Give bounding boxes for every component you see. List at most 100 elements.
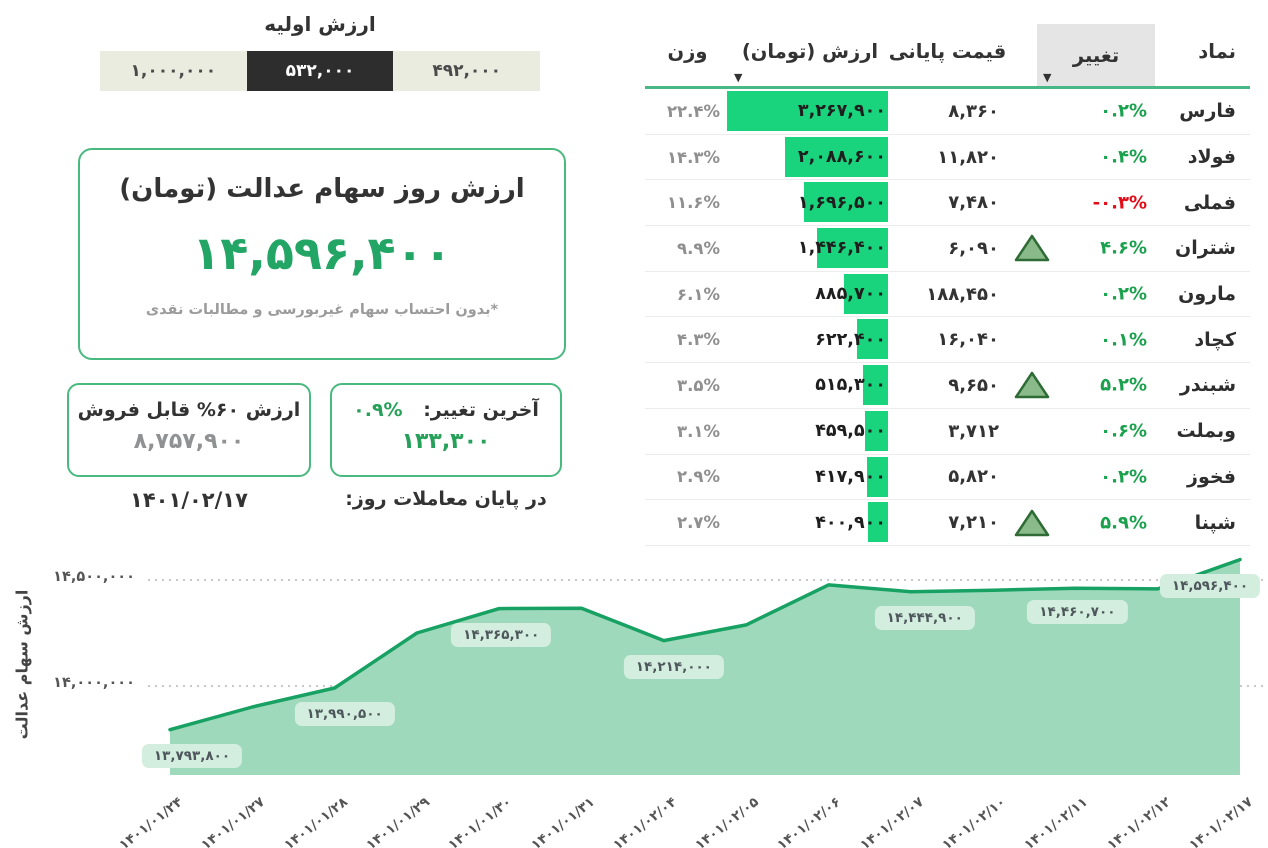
current-value-footnote: *بدون احتساب سهام غیربورسی و مطالبات نقد… [145, 302, 499, 318]
header-change[interactable]: تغییر ▼ [1005, 16, 1155, 86]
table-row: فملی -۰.۳% ۷,۴۸۰ ۱,۶۹۶,۵۰۰ ۱۱.۶% [645, 180, 1250, 227]
big-rise-triangle-icon [1014, 235, 1050, 262]
stock-weight: ۶.۱% [677, 284, 720, 304]
stock-close-price: ۵,۸۲۰ [948, 466, 999, 488]
value-history-chart: ارزش سهام عدالت ۱۴,۵۰۰,۰۰۰ ۱۴,۰۰۰,۰۰۰ ۱۳,۷… [0, 548, 1268, 848]
stock-close-price: ۱۸۸,۴۵۰ [926, 283, 999, 305]
stock-value-cell: ۵۱۵,۳۰۰ [730, 363, 890, 408]
chart-point-label: ۱۴,۳۶۵,۳۰۰ [451, 622, 552, 647]
last-change-percent: ۰.۹% [353, 399, 403, 421]
stock-change-percent: ۰.۲% [1100, 283, 1147, 305]
end-of-day-label: در پایان معاملات روز: [345, 488, 547, 510]
chart-point-label: ۱۴,۴۶۰,۷۰۰ [1027, 600, 1128, 625]
table-row: شبندر ۵.۲% ۹,۶۵۰ ۵۱۵,۳۰۰ ۳.۵% [645, 363, 1250, 409]
stocks-table-rows: فارس ۰.۲% ۸,۳۶۰ ۳,۲۶۷,۹۰۰ ۲۲.۴% فولاد ۰.۴% ۱۱,۸… [645, 89, 1250, 546]
stock-close-price: ۱۱,۸۲۰ [937, 146, 999, 168]
stock-weight: ۴.۳% [677, 330, 720, 350]
sellable-value-amount: ۸,۷۵۷,۹۰۰ [133, 429, 245, 454]
stock-change-percent: ۰.۱% [1100, 329, 1147, 351]
header-value[interactable]: ارزش (تومان) ▼ [734, 39, 879, 84]
last-change-amount: ۱۳۳,۳۰۰ [401, 429, 491, 454]
table-row: شپنا ۵.۹% ۷,۲۱۰ ۴۰۰,۹۰۰ ۲.۷% [645, 500, 1250, 546]
stock-weight: ۲.۷% [677, 513, 720, 533]
stock-close-price: ۱۶,۰۴۰ [937, 329, 999, 351]
header-symbol: نماد [1198, 39, 1236, 63]
chart-point-label: ۱۳,۹۹۰,۵۰۰ [294, 702, 395, 726]
stocks-table-header: نماد تغییر ▼ قیمت پایانی ارزش (تومان) ▼ … [645, 16, 1250, 89]
sellable-value-card: ارزش ۶۰% قابل فروش ۸,۷۵۷,۹۰۰ [67, 383, 311, 477]
value-bar [868, 502, 888, 543]
stock-value-cell: ۱,۶۹۶,۵۰۰ [730, 180, 890, 225]
stock-value-cell: ۴۰۰,۹۰۰ [730, 500, 890, 545]
value-bar [727, 91, 888, 131]
stock-change-percent: ۴.۶% [1100, 237, 1147, 259]
chart-point-label: ۱۴,۲۱۴,۰۰۰ [623, 654, 724, 679]
stock-weight: ۳.۱% [677, 421, 720, 441]
chart-y-tick: ۱۴,۵۰۰,۰۰۰ [53, 569, 135, 585]
stock-value-cell: ۴۱۷,۹۰۰ [730, 455, 890, 500]
sort-descending-icon[interactable]: ▼ [734, 71, 743, 84]
value-bar [863, 365, 888, 406]
stock-change-percent: ۰.۶% [1100, 420, 1147, 442]
stock-change-percent: ۰.۲% [1100, 100, 1147, 122]
table-row: مارون ۰.۲% ۱۸۸,۴۵۰ ۸۸۵,۷۰۰ ۶.۱% [645, 272, 1250, 318]
stock-value: ۳,۲۶۷,۹۰۰ [797, 101, 886, 122]
initial-value-option-2[interactable]: ۴۹۲,۰۰۰ [393, 51, 541, 91]
stock-change-cell: -۰.۳% [1005, 180, 1155, 225]
chart-point-label: ۱۳,۷۹۳,۸۰۰ [141, 743, 243, 768]
stock-weight: ۲.۹% [677, 467, 720, 487]
stock-change-cell: ۰.۴% [1005, 135, 1155, 180]
stock-symbol: مارون [1178, 283, 1236, 306]
stock-value-cell: ۱,۴۴۶,۴۰۰ [730, 226, 890, 271]
stock-close-price: ۷,۲۱۰ [948, 512, 999, 534]
header-close-price: قیمت پایانی [888, 39, 1007, 63]
stock-change-percent: ۵.۹% [1100, 512, 1147, 534]
chart-point-label: ۱۴,۴۴۴,۹۰۰ [874, 605, 975, 630]
stocks-table: نماد تغییر ▼ قیمت پایانی ارزش (تومان) ▼ … [645, 16, 1250, 546]
table-row: فولاد ۰.۴% ۱۱,۸۲۰ ۲,۰۸۸,۶۰۰ ۱۴.۳% [645, 135, 1250, 181]
stock-change-cell: ۴.۶% [1005, 226, 1155, 271]
last-change-line: آخرین تغییر: ۰.۹% [332, 399, 560, 421]
value-bar [865, 410, 888, 451]
stock-value: ۱,۶۹۶,۵۰۰ [797, 192, 886, 213]
initial-value-option-0[interactable]: ۱,۰۰۰,۰۰۰ [100, 51, 247, 91]
sort-descending-icon[interactable]: ▼ [1043, 71, 1052, 84]
stock-weight: ۱۴.۳% [666, 147, 720, 167]
stock-change-percent: -۰.۳% [1092, 192, 1147, 214]
stock-close-price: ۷,۴۸۰ [948, 192, 999, 214]
value-bar [844, 273, 888, 314]
last-change-card: آخرین تغییر: ۰.۹% ۱۳۳,۳۰۰ [330, 383, 562, 477]
stock-value: ۲,۰۸۸,۶۰۰ [797, 147, 886, 168]
stock-symbol: شبندر [1179, 374, 1236, 397]
stock-value: ۵۱۵,۳۰۰ [815, 375, 886, 396]
initial-value-title: ارزش اولیه [264, 12, 376, 36]
current-value-amount: ۱۴,۵۹۶,۴۰۰ [192, 226, 452, 280]
stock-close-price: ۸,۳۶۰ [948, 100, 999, 122]
initial-value-option-1[interactable]: ۵۳۲,۰۰۰ [246, 51, 394, 91]
big-rise-triangle-icon [1014, 509, 1050, 536]
stock-change-percent: ۰.۲% [1100, 466, 1147, 488]
report-date: ۱۴۰۱/۰۲/۱۷ [130, 488, 248, 512]
header-weight: وزن [667, 39, 708, 63]
stock-value: ۶۲۲,۴۰۰ [815, 329, 886, 350]
stock-close-price: ۳,۷۱۲ [948, 420, 999, 442]
table-row: کچاد ۰.۱% ۱۶,۰۴۰ ۶۲۲,۴۰۰ ۴.۳% [645, 317, 1250, 364]
initial-value-segments: ۱,۰۰۰,۰۰۰ ۵۳۲,۰۰۰ ۴۹۲,۰۰۰ [100, 51, 541, 91]
stock-change-cell: ۵.۹% [1005, 500, 1155, 545]
stock-value-cell: ۲,۰۸۸,۶۰۰ [730, 135, 890, 180]
stock-value-cell: ۶۲۲,۴۰۰ [730, 317, 890, 362]
stock-weight: ۲۲.۴% [666, 101, 720, 121]
chart-point-label: ۱۴,۵۹۶,۴۰۰ [1159, 573, 1261, 598]
value-bar [867, 456, 888, 497]
stock-value-cell: ۳,۲۶۷,۹۰۰ [727, 89, 890, 134]
stock-symbol: وبملت [1176, 420, 1236, 443]
stock-change-percent: ۰.۴% [1100, 146, 1147, 168]
stock-value: ۴۵۹,۵۰۰ [815, 421, 886, 442]
stock-weight: ۹.۹% [677, 238, 720, 258]
stock-change-cell: ۰.۲% [1005, 455, 1155, 500]
stock-symbol: کچاد [1194, 328, 1236, 351]
table-row: فخوز ۰.۲% ۵,۸۲۰ ۴۱۷,۹۰۰ ۲.۹% [645, 455, 1250, 501]
stock-value: ۱,۴۴۶,۴۰۰ [797, 238, 886, 259]
chart-y-tick: ۱۴,۰۰۰,۰۰۰ [53, 675, 135, 691]
stock-change-percent: ۵.۲% [1100, 374, 1147, 396]
